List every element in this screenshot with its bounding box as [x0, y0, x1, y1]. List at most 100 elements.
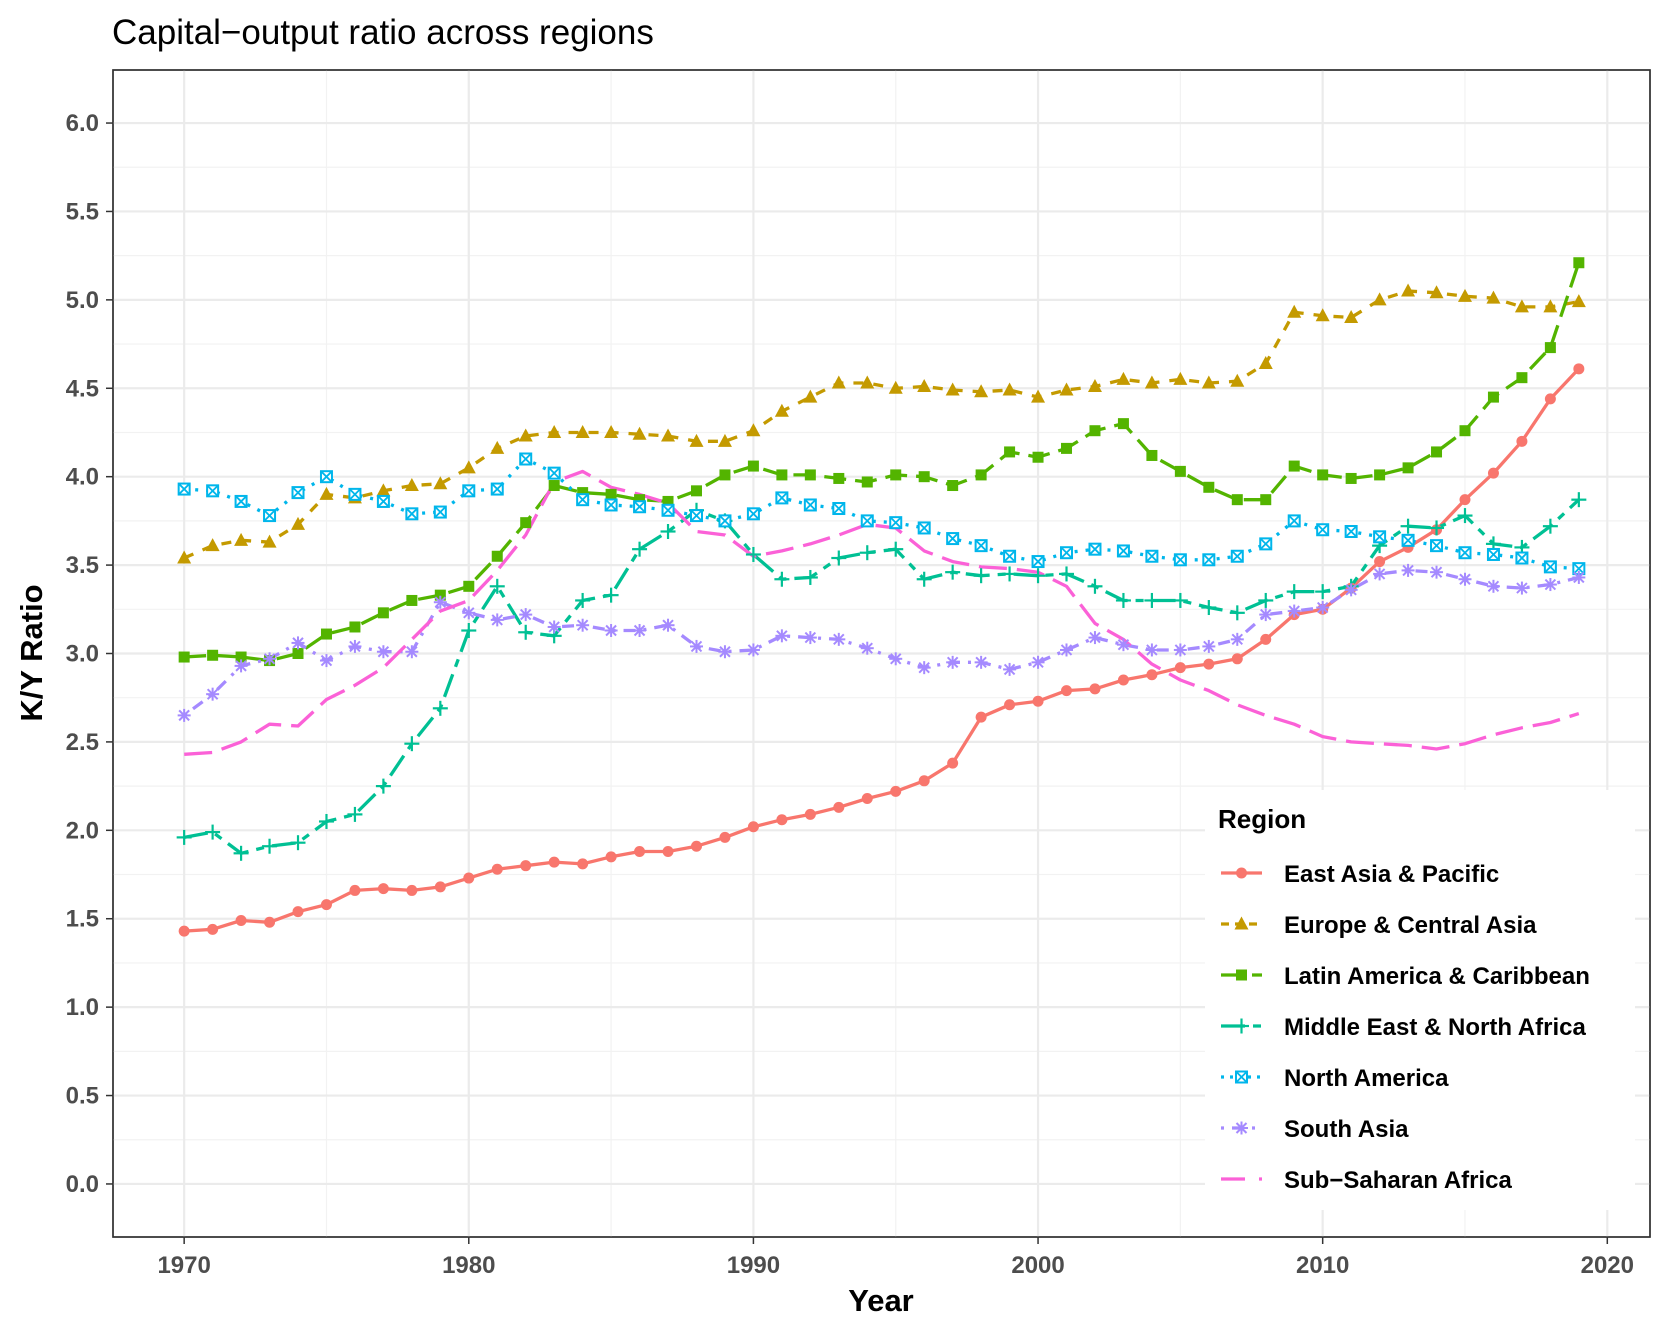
data-point: [918, 775, 930, 787]
data-point: [235, 914, 247, 926]
data-point: [1344, 583, 1358, 597]
series-line-1: [183, 289, 1580, 560]
legend-label: East Asia & Pacific: [1284, 861, 1499, 888]
data-point: [377, 607, 389, 619]
legend-item: Latin America & Caribbean: [1221, 963, 1590, 990]
data-point: [833, 472, 845, 484]
data-point: [1116, 638, 1130, 652]
data-point: [803, 498, 817, 512]
legend-label: Latin America & Caribbean: [1284, 963, 1590, 990]
data-point: [889, 516, 903, 530]
data-point: [576, 618, 590, 632]
data-point: [463, 872, 475, 884]
data-point: [376, 483, 391, 497]
data-point: [1030, 568, 1046, 584]
data-point: [833, 801, 845, 813]
legend-item: Sub−Saharan Africa: [1221, 1167, 1513, 1194]
data-point: [406, 594, 418, 606]
y-tick-label: 1.0: [66, 994, 99, 1021]
data-point: [576, 493, 590, 507]
data-point: [1145, 643, 1159, 657]
data-point: [177, 708, 191, 722]
data-point: [292, 906, 304, 918]
data-point: [262, 534, 277, 548]
data-point: [1373, 567, 1387, 581]
data-point: [177, 550, 192, 564]
data-point: [604, 624, 618, 638]
data-point: [689, 433, 704, 447]
legend-key-marker: [1235, 1070, 1248, 1084]
data-point: [405, 645, 419, 659]
data-point: [235, 651, 247, 663]
data-point: [1286, 584, 1302, 600]
data-point: [1515, 581, 1529, 595]
legend-item: Middle East & North Africa: [1221, 1014, 1586, 1041]
x-tick-label: 2020: [1581, 1252, 1634, 1279]
data-point: [205, 538, 220, 552]
data-point: [1344, 524, 1358, 538]
data-point: [1173, 371, 1188, 385]
data-point: [1457, 288, 1472, 302]
data-point: [518, 428, 533, 442]
data-point: [1457, 508, 1473, 524]
data-point: [1317, 469, 1329, 481]
data-point: [319, 654, 333, 668]
y-tick-label: 2.5: [66, 729, 99, 756]
legend-title: Region: [1218, 804, 1306, 834]
data-point: [1002, 382, 1017, 396]
data-point: [348, 639, 362, 653]
x-tick-label: 1990: [727, 1252, 780, 1279]
data-point: [888, 541, 904, 557]
data-point: [803, 631, 817, 645]
data-point: [1316, 601, 1330, 615]
data-point: [207, 923, 219, 935]
data-point: [547, 424, 562, 438]
y-tick-label: 5.0: [66, 287, 99, 314]
data-point: [746, 643, 760, 657]
data-point: [405, 507, 419, 521]
data-point: [861, 476, 873, 488]
y-tick-label: 5.5: [66, 198, 99, 225]
data-point: [234, 532, 249, 546]
data-point: [461, 623, 477, 639]
data-point: [1146, 449, 1158, 461]
data-point: [1287, 514, 1301, 528]
data-point: [406, 884, 418, 896]
legend-label: North America: [1284, 1065, 1449, 1092]
data-point: [1087, 578, 1103, 594]
data-point: [889, 652, 903, 666]
y-axis-title: K/Y Ratio: [14, 584, 49, 721]
data-point: [860, 514, 874, 528]
data-point: [1429, 285, 1444, 299]
data-point: [946, 655, 960, 669]
data-point: [1260, 494, 1272, 506]
series-points: [176, 257, 1587, 937]
data-point: [718, 514, 732, 528]
data-point: [1430, 565, 1444, 579]
y-tick-label: 0.5: [66, 1083, 99, 1110]
data-point: [1003, 662, 1017, 676]
x-axis-title: Year: [848, 1283, 914, 1318]
data-point: [1173, 643, 1187, 657]
data-point: [860, 641, 874, 655]
data-point: [1573, 363, 1585, 375]
data-point: [1401, 563, 1415, 577]
y-tick-label: 4.5: [66, 375, 99, 402]
chart-title: Capital−output ratio across regions: [112, 13, 654, 52]
data-point: [973, 568, 989, 584]
data-point: [831, 550, 847, 566]
data-point: [747, 460, 759, 472]
data-point: [1060, 546, 1074, 560]
data-point: [974, 384, 989, 398]
data-point: [1401, 283, 1416, 297]
legend-label: South Asia: [1284, 1116, 1409, 1143]
data-point: [861, 792, 873, 804]
data-point: [1372, 292, 1387, 306]
data-point: [747, 821, 759, 833]
data-point: [1345, 472, 1357, 484]
data-point: [603, 587, 619, 603]
data-point: [803, 389, 818, 403]
data-point: [1003, 549, 1017, 563]
data-point: [832, 632, 846, 646]
data-point: [917, 661, 931, 675]
